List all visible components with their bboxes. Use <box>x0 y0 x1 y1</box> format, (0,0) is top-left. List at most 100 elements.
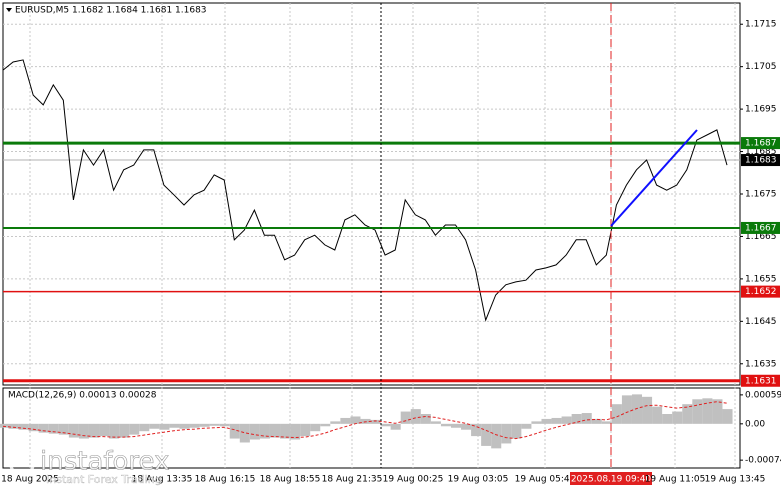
macd-bar <box>581 413 592 424</box>
macd-bar <box>621 395 632 424</box>
y-tick-label: 1.1635 <box>745 359 777 369</box>
y-tick-label: 0.00 <box>745 419 765 429</box>
y-tick-label: 1.1715 <box>745 20 777 30</box>
macd-bar <box>551 417 562 424</box>
macd-bar <box>320 423 331 427</box>
macd-bar <box>280 423 291 439</box>
x-tick-label: 18 Aug 18:55 <box>260 475 321 485</box>
y-tick-label: 1.1655 <box>745 274 777 284</box>
macd-bar <box>390 423 401 430</box>
macd-bar <box>662 414 673 424</box>
x-tick-label: 19 Aug 13:45 <box>705 475 766 485</box>
macd-bar <box>119 423 130 438</box>
x-tick-label: 18 Aug 13:35 <box>132 475 193 485</box>
macd-bar <box>531 421 542 424</box>
level-label: 1.1652 <box>745 287 777 297</box>
macd-frame <box>2 387 741 469</box>
macd-bar <box>159 423 170 430</box>
macd-bar <box>189 423 200 428</box>
macd-bar <box>179 423 190 429</box>
watermark-brand: instaforex <box>40 447 169 477</box>
macd-bar <box>380 423 391 427</box>
macd-bar <box>471 423 482 437</box>
macd-bar <box>28 423 39 432</box>
macd-bar <box>290 423 301 440</box>
x-tick-label: 19 Aug 11:05 <box>645 475 706 485</box>
macd-bar <box>631 394 643 424</box>
level-label: 1.1687 <box>745 139 777 149</box>
macd-bar <box>209 423 220 426</box>
macd-bar <box>481 423 492 446</box>
x-tick-label: 19 Aug 03:05 <box>448 475 509 485</box>
level-label: 1.1631 <box>745 376 777 386</box>
macd-bar <box>440 423 451 427</box>
macd-bar <box>601 421 612 424</box>
macd-bar <box>109 423 120 439</box>
x-tick-label: 18 Aug 2025 <box>1 475 59 485</box>
macd-bar <box>410 409 421 424</box>
level-label-bg <box>741 221 780 234</box>
level-label: 1.1667 <box>745 223 777 233</box>
y-tick-label: -0.00074 <box>745 456 781 466</box>
y-tick-label: 1.1675 <box>745 190 777 200</box>
macd-bar <box>199 423 210 427</box>
macd-bar <box>591 418 602 424</box>
macd-bar <box>58 423 69 435</box>
y-tick-label: 1.1705 <box>745 62 777 72</box>
macd-bar <box>682 404 693 424</box>
macd-bar <box>450 423 462 428</box>
macd-bar <box>491 423 502 449</box>
watermark: instaforex Instant Forex Trading <box>8 446 170 486</box>
macd-bar <box>672 411 683 424</box>
macd-bar <box>169 423 180 428</box>
macd-bar <box>712 399 723 424</box>
y-tick-label: 0.00059 <box>745 390 781 400</box>
current-price-label: 1.1683 <box>745 156 777 166</box>
macd-bar <box>300 423 311 437</box>
macd-bar <box>722 409 733 424</box>
trend-line <box>610 129 698 227</box>
macd-bar <box>511 423 522 439</box>
macd-bar <box>8 423 19 429</box>
macd-bar <box>430 421 441 424</box>
macd-bar <box>310 423 321 432</box>
y-tick-label: 1.1665 <box>745 232 777 242</box>
macd-bar <box>521 423 532 429</box>
macd-bar <box>99 423 110 437</box>
macd-bar <box>18 423 29 430</box>
macd-bar <box>501 423 512 444</box>
macd-bar <box>129 423 140 435</box>
watermark-logo <box>8 448 36 476</box>
y-tick-label: 1.1695 <box>745 105 777 115</box>
x-tick-label: 19 Aug 05:45 <box>515 475 576 485</box>
macd-bar <box>461 423 472 430</box>
macd-bar <box>269 423 281 438</box>
macd-bar <box>229 423 240 439</box>
x-tick-label: 18 Aug 16:15 <box>195 475 256 485</box>
current-price-bg <box>741 154 780 167</box>
macd-bar <box>370 419 381 424</box>
macd-bar <box>139 423 150 432</box>
macd-bar <box>219 423 230 427</box>
macd-bar <box>571 414 582 424</box>
level-label-bg <box>741 374 780 387</box>
macd-title: MACD(12,26,9) 0.00013 0.00028 <box>8 391 157 401</box>
macd-bar <box>400 411 411 424</box>
signal-line <box>2 401 728 440</box>
macd-bar <box>48 423 59 434</box>
macd-bar <box>149 423 160 429</box>
level-label-bg <box>741 285 780 298</box>
macd-bar <box>561 416 572 424</box>
macd-bar <box>642 396 653 424</box>
x-tick-label: 19 Aug 00:25 <box>383 475 444 485</box>
y-tick-label: 1.1685 <box>745 147 777 157</box>
macd-bar <box>78 423 89 439</box>
macd-bar <box>652 406 663 424</box>
macd-bar <box>611 404 622 424</box>
macd-bar <box>340 417 351 424</box>
x-tick-label: 2025.08.19 09:40 <box>571 475 652 485</box>
macd-bar <box>330 421 341 424</box>
macd-bar <box>0 423 9 428</box>
